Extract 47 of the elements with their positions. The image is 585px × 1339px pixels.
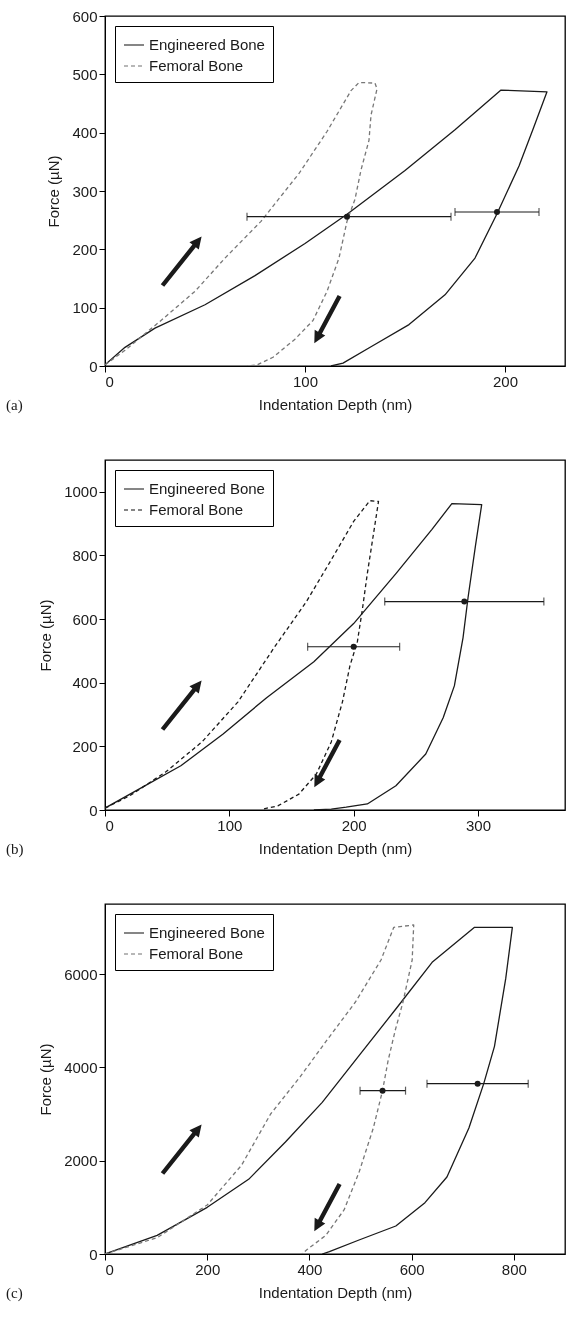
text: (b) [6, 841, 24, 858]
x-tick-label: 400 [297, 1260, 323, 1278]
x-tick-label: 300 [465, 816, 491, 834]
x-tick-label: 100 [217, 816, 243, 834]
x-tick-label: 0 [105, 1260, 114, 1278]
y-tick-label: 0 [89, 801, 98, 819]
x-axis-title: Indentation Depth (nm) [258, 1283, 413, 1301]
legend-label: Femoral Bone [149, 57, 244, 74]
y-tick-label: 100 [72, 299, 98, 317]
y-tick-label: 500 [72, 65, 98, 83]
y-axis-title: Force (µN) [45, 155, 63, 228]
x-tick-label: 100 [292, 372, 319, 390]
y-tick-label: 0 [89, 1245, 98, 1263]
y-tick-label: 200 [72, 240, 98, 258]
legend-label: Engineered Bone [149, 480, 265, 497]
line-series [105, 81, 378, 366]
x-tick-label: 200 [341, 816, 367, 834]
y-tick-label: 1000 [64, 483, 98, 501]
y-tick-label: 4000 [64, 1058, 98, 1076]
y-axis-title: Force (µN) [37, 599, 55, 672]
x-axis-title: Indentation Depth (nm) [258, 395, 413, 413]
y-tick-label: 400 [72, 674, 98, 692]
y-tick-label: 600 [72, 610, 98, 628]
y-tick-label: 800 [72, 546, 98, 564]
y-tick-label: 6000 [64, 965, 98, 983]
y-tick-label: 400 [72, 124, 98, 142]
line-series [105, 924, 415, 1254]
x-tick-label: 200 [492, 372, 519, 390]
legend-label: Femoral Bone [149, 501, 244, 518]
y-tick-label: 200 [72, 737, 98, 755]
x-tick-label: 600 [399, 1260, 425, 1278]
legend-label: Femoral Bone [149, 945, 244, 962]
y-tick-label: 600 [72, 7, 98, 25]
x-axis-title: Indentation Depth (nm) [258, 839, 413, 857]
y-axis-title: Force (µN) [37, 1043, 55, 1116]
legend-label: Engineered Bone [149, 924, 265, 941]
y-tick-label: 300 [72, 182, 98, 200]
legend-label: Engineered Bone [149, 36, 265, 53]
x-tick-label: 0 [105, 816, 114, 834]
text: (c) [6, 1285, 23, 1302]
x-tick-label: 0 [105, 372, 114, 390]
y-tick-label: 0 [89, 357, 98, 375]
line-series [105, 89, 548, 366]
text: (a) [6, 397, 23, 414]
y-tick-label: 2000 [64, 1152, 98, 1170]
x-tick-label: 800 [501, 1260, 527, 1278]
x-tick-label: 200 [195, 1260, 221, 1278]
